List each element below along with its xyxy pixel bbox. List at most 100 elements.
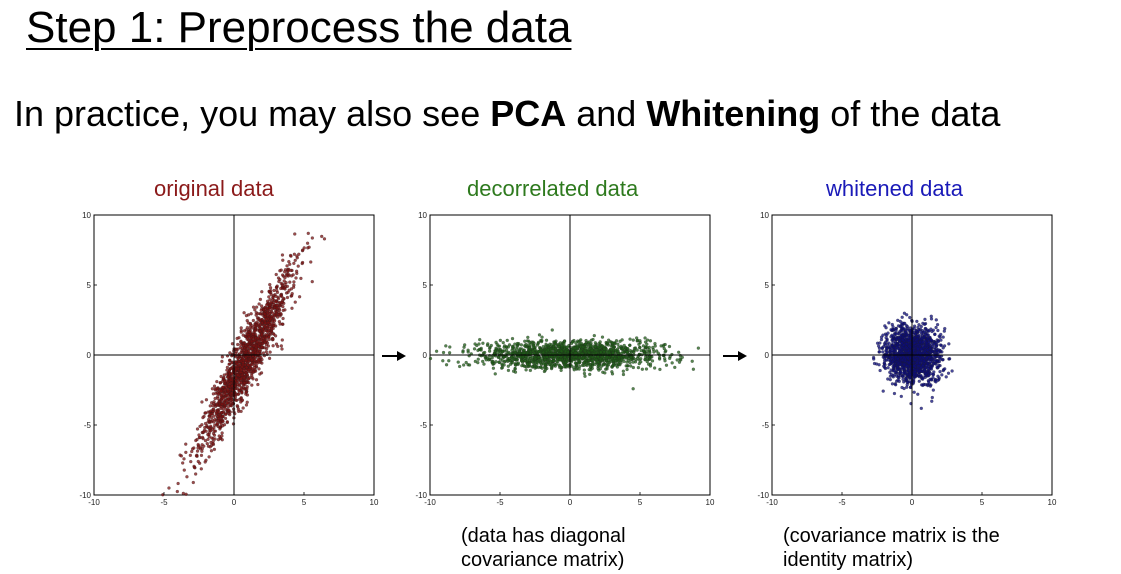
scatter-point [498,338,502,342]
scatter-point [234,367,238,371]
scatter-point [647,345,651,349]
scatter-point [543,357,547,362]
scatter-point [258,297,263,302]
whitened-caption-line2: identity matrix) [783,549,914,571]
scatter-point [260,333,264,337]
scatter-point [220,359,224,364]
scatter-point [600,335,605,339]
scatter-point [917,328,921,332]
scatter-point [919,330,923,334]
scatter-point [251,305,256,309]
scatter-point [248,330,252,334]
scatter-point [294,276,298,280]
scatter-point [893,341,898,345]
scatter-point [250,383,254,387]
scatter-point [297,252,301,256]
scatter-point [239,387,244,391]
scatter-point [190,449,194,454]
scatter-point [184,492,188,496]
scatter-point [524,368,528,372]
scatter-point [182,468,186,472]
whitened-caption-line1: (covariance matrix is the [783,525,1000,547]
scatter-point [923,333,927,337]
scatter-point [585,363,589,367]
scatter-point [872,361,877,366]
scatter-point [892,369,896,373]
scatter-point [921,340,925,344]
scatter-point [212,384,217,388]
scatter-point [947,342,951,346]
scatter-point [889,372,893,377]
scatter-point [905,325,910,329]
scatter-point [929,357,934,362]
scatter-point [917,375,922,379]
decorrelated-data-title: decorrelated data [467,176,639,201]
scatter-point [611,341,615,345]
scatter-point [518,347,522,351]
scatter-point [559,349,564,353]
scatter-point [293,300,297,304]
scatter-point [537,333,542,337]
scatter-point [241,358,246,362]
scatter-point [268,331,273,335]
scatter-point [242,311,246,315]
scatter-point [220,411,224,415]
scatter-point [897,336,901,340]
scatter-point [532,351,536,355]
scatter-point [624,364,628,368]
scatter-point [908,372,912,376]
scatter-point [922,322,927,326]
scatter-points [428,328,700,391]
scatter-point [601,370,605,374]
scatter-point [277,312,281,317]
scatter-point [680,355,684,359]
scatter-point [274,300,278,304]
scatter-point [224,412,228,416]
scatter-point [223,416,228,420]
scatter-point [614,339,619,343]
scatter-point [582,360,586,365]
scatter-point [199,453,204,457]
scatter-point [872,357,876,361]
scatter-point [290,274,294,278]
scatter-point [643,357,647,361]
x-tick-label: -10 [88,498,100,507]
scatter-point [222,392,227,396]
scatter-point [604,367,608,371]
scatter-point [283,270,287,274]
scatter-point [535,361,539,365]
scatter-point [628,349,633,353]
scatter-point [501,355,506,359]
scatter-point [631,365,635,370]
scatter-point [896,378,900,382]
arrow-right-icon [723,351,747,361]
scatter-point [621,372,626,377]
scatter-point [596,360,600,364]
scatter-point [496,351,500,355]
scatter-point [923,317,927,321]
scatter-point [218,427,222,431]
scatter-point [647,348,651,352]
scatter-point [888,378,892,382]
scatter-point [498,348,502,352]
y-tick-label: 10 [760,211,769,220]
scatter-point [566,350,570,354]
scatter-point [875,341,880,345]
scatter-point [626,346,630,351]
scatter-point [941,335,945,339]
scatter-point [223,379,227,383]
scatter-point [900,315,904,319]
scatter-point [593,345,597,349]
scatter-point [279,286,283,291]
scatter-point [605,355,609,359]
scatter-point [212,433,217,437]
scatter-point [477,342,481,346]
y-tick-label: 0 [765,351,770,360]
x-tick-label: -10 [766,498,778,507]
scatter-point [635,336,639,340]
scatter-point [245,325,249,330]
scatter-point [271,344,275,348]
scatter-point [510,336,515,341]
scatter-point [203,411,208,415]
scatter-point [292,280,296,284]
